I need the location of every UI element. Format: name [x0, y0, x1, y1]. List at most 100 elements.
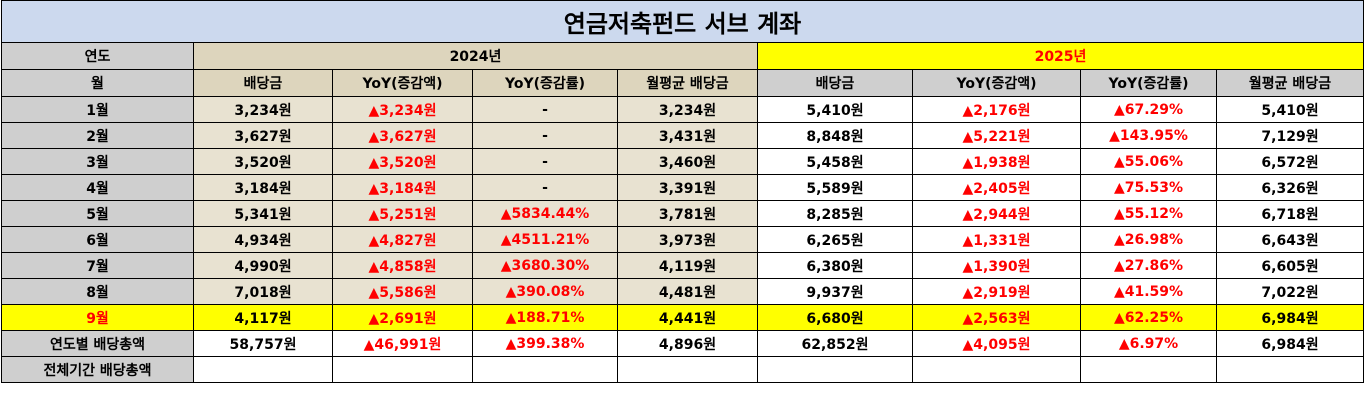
- cell-2024-monthly-avg: 3,391원: [617, 174, 758, 201]
- month-cell: 9월: [1, 304, 194, 331]
- table-row: 2월 3,627원 ▲3,627원 -3,431원 8,848원 ▲5,221원 ▲143.…: [1, 122, 1364, 149]
- col-header-yoy-amount-2024: YoY(증감액): [332, 69, 473, 97]
- cell-2024-dividend: 4,934원: [193, 226, 333, 253]
- cell-2024-dividend: 3,520원: [193, 148, 333, 175]
- total-2024-monthly-avg: 4,896원: [617, 330, 758, 357]
- cell-2024-monthly-avg: 3,781원: [617, 200, 758, 227]
- cell-2024-dividend: 4,117원: [193, 304, 333, 331]
- col-header-monthly-avg-2025: 월평균 배당금: [1215, 69, 1364, 97]
- cell-2024-yoy-rate: -: [472, 96, 618, 123]
- col-header-yoy-rate-2024: YoY(증감률): [472, 69, 618, 97]
- cell-2024-yoy-amount: ▲3,184원: [332, 174, 473, 201]
- grand-total-label: 전체기간 배당총액: [1, 356, 194, 383]
- cell-2024-dividend: 3,234원: [193, 96, 333, 123]
- month-cell: 4월: [1, 174, 194, 201]
- table-row: 8월 7,018원 ▲5,586원 ▲390.08% 4,481원 9,937원 ▲2,91…: [1, 278, 1364, 305]
- cell-2024-dividend: 4,990원: [193, 252, 333, 279]
- year-2025-header: 2025년: [756, 42, 1364, 70]
- cell-2025-monthly-avg: 6,643원: [1215, 226, 1364, 253]
- cell-2024-yoy-amount: ▲5,586원: [332, 278, 473, 305]
- cell-2025-monthly-avg: 7,129원: [1215, 122, 1364, 149]
- month-cell: 6월: [1, 226, 194, 253]
- cell-2024-monthly-avg: 3,234원: [617, 96, 758, 123]
- dividend-table: 연금저축펀드 서브 계좌 연도 2024년 2025년 월 배당금 YoY(증감…: [0, 0, 1364, 383]
- cell-2025-dividend: 9,937원: [757, 278, 913, 305]
- cell-2025-monthly-avg: 6,984원: [1215, 304, 1364, 331]
- table-row: 1월 3,234원 ▲3,234원 -3,234원 5,410원 ▲2,176원 ▲67.2…: [1, 96, 1364, 123]
- cell-2025-yoy-rate: ▲41.59%: [1080, 278, 1217, 305]
- year-label: 연도: [1, 42, 194, 70]
- cell-2024-dividend: 3,627원: [193, 122, 333, 149]
- grand-total-cell: [472, 356, 618, 383]
- grand-total-cell: [332, 356, 473, 383]
- cell-2025-yoy-amount: ▲2,405원: [912, 174, 1081, 201]
- cell-2025-yoy-rate: ▲55.12%: [1080, 200, 1217, 227]
- month-cell: 5월: [1, 200, 194, 227]
- table-row: 5월 5,341원 ▲5,251원 ▲5834.44% 3,781원 8,285원 ▲2,9…: [1, 200, 1364, 227]
- col-header-monthly-avg-2024: 월평균 배당금: [617, 69, 758, 97]
- cell-2025-monthly-avg: 7,022원: [1215, 278, 1364, 305]
- cell-2025-yoy-amount: ▲1,938원: [912, 148, 1081, 175]
- table-title: 연금저축펀드 서브 계좌: [0, 0, 1364, 43]
- cell-2025-yoy-rate: ▲26.98%: [1080, 226, 1217, 253]
- cell-2025-yoy-rate: ▲55.06%: [1080, 148, 1217, 175]
- cell-2024-yoy-rate: ▲3680.30%: [472, 252, 618, 279]
- grand-total-cell: [912, 356, 1081, 383]
- total-2025-monthly-avg: 6,984원: [1215, 330, 1364, 357]
- cell-2024-monthly-avg: 3,973원: [617, 226, 758, 253]
- col-header-dividend-2025: 배당금: [757, 69, 913, 97]
- cell-2024-dividend: 5,341원: [193, 200, 333, 227]
- cell-2025-yoy-amount: ▲5,221원: [912, 122, 1081, 149]
- month-cell: 7월: [1, 252, 194, 279]
- cell-2025-monthly-avg: 6,572원: [1215, 148, 1364, 175]
- cell-2024-monthly-avg: 4,441원: [617, 304, 758, 331]
- cell-2025-dividend: 6,680원: [757, 304, 913, 331]
- cell-2025-monthly-avg: 6,718원: [1215, 200, 1364, 227]
- cell-2025-yoy-rate: ▲62.25%: [1080, 304, 1217, 331]
- cell-2024-monthly-avg: 4,481원: [617, 278, 758, 305]
- cell-2024-dividend: 3,184원: [193, 174, 333, 201]
- cell-2024-yoy-amount: ▲4,858원: [332, 252, 473, 279]
- month-cell: 2월: [1, 122, 194, 149]
- total-2024-yoy-rate: ▲399.38%: [472, 330, 618, 357]
- cell-2024-yoy-amount: ▲2,691원: [332, 304, 473, 331]
- cell-2024-yoy-rate: ▲390.08%: [472, 278, 618, 305]
- cell-2025-dividend: 8,848원: [757, 122, 913, 149]
- cell-2025-yoy-rate: ▲27.86%: [1080, 252, 1217, 279]
- cell-2024-yoy-rate: ▲4511.21%: [472, 226, 618, 253]
- cell-2024-yoy-rate: -: [472, 174, 618, 201]
- cell-2024-yoy-amount: ▲3,520원: [332, 148, 473, 175]
- month-cell: 1월: [1, 96, 194, 123]
- cell-2025-yoy-amount: ▲2,563원: [912, 304, 1081, 331]
- col-header-yoy-amount-2025: YoY(증감액): [912, 69, 1081, 97]
- cell-2024-yoy-rate: ▲188.71%: [472, 304, 618, 331]
- cell-2025-monthly-avg: 5,410원: [1215, 96, 1364, 123]
- cell-2024-monthly-avg: 4,119원: [617, 252, 758, 279]
- cell-2025-dividend: 8,285원: [757, 200, 913, 227]
- cell-2025-yoy-amount: ▲2,919원: [912, 278, 1081, 305]
- total-2025-yoy-rate: ▲6.97%: [1080, 330, 1217, 357]
- table-row: 7월 4,990원 ▲4,858원 ▲3680.30% 4,119원 6,380원 ▲1,3…: [1, 252, 1364, 279]
- total-2024-dividend: 58,757원: [193, 330, 333, 357]
- year-2024-header: 2024년: [193, 42, 758, 70]
- cell-2024-yoy-rate: -: [472, 122, 618, 149]
- cell-2024-monthly-avg: 3,431원: [617, 122, 758, 149]
- table-row: 9월 4,117원 ▲2,691원 ▲188.71% 4,441원 6,680원 ▲2,56…: [1, 304, 1364, 331]
- table-row: 4월 3,184원 ▲3,184원 -3,391원 5,589원 ▲2,405원 ▲75.5…: [1, 174, 1364, 201]
- cell-2025-yoy-rate: ▲143.95%: [1080, 122, 1217, 149]
- cell-2025-yoy-rate: ▲75.53%: [1080, 174, 1217, 201]
- cell-2025-dividend: 5,410원: [757, 96, 913, 123]
- grand-total-cell: [193, 356, 333, 383]
- cell-2025-monthly-avg: 6,605원: [1215, 252, 1364, 279]
- cell-2024-yoy-rate: ▲5834.44%: [472, 200, 618, 227]
- grand-total-cell: [757, 356, 913, 383]
- cell-2025-dividend: 5,589원: [757, 174, 913, 201]
- cell-2024-yoy-amount: ▲3,627원: [332, 122, 473, 149]
- col-header-yoy-rate-2025: YoY(증감률): [1080, 69, 1217, 97]
- cell-2025-yoy-amount: ▲1,390원: [912, 252, 1081, 279]
- totals-label: 연도별 배당총액: [1, 330, 194, 357]
- cell-2025-yoy-amount: ▲2,176원: [912, 96, 1081, 123]
- month-cell: 3월: [1, 148, 194, 175]
- table-row: 6월 4,934원 ▲4,827원 ▲4511.21% 3,973원 6,265원 ▲1,3…: [1, 226, 1364, 253]
- total-2025-dividend: 62,852원: [757, 330, 913, 357]
